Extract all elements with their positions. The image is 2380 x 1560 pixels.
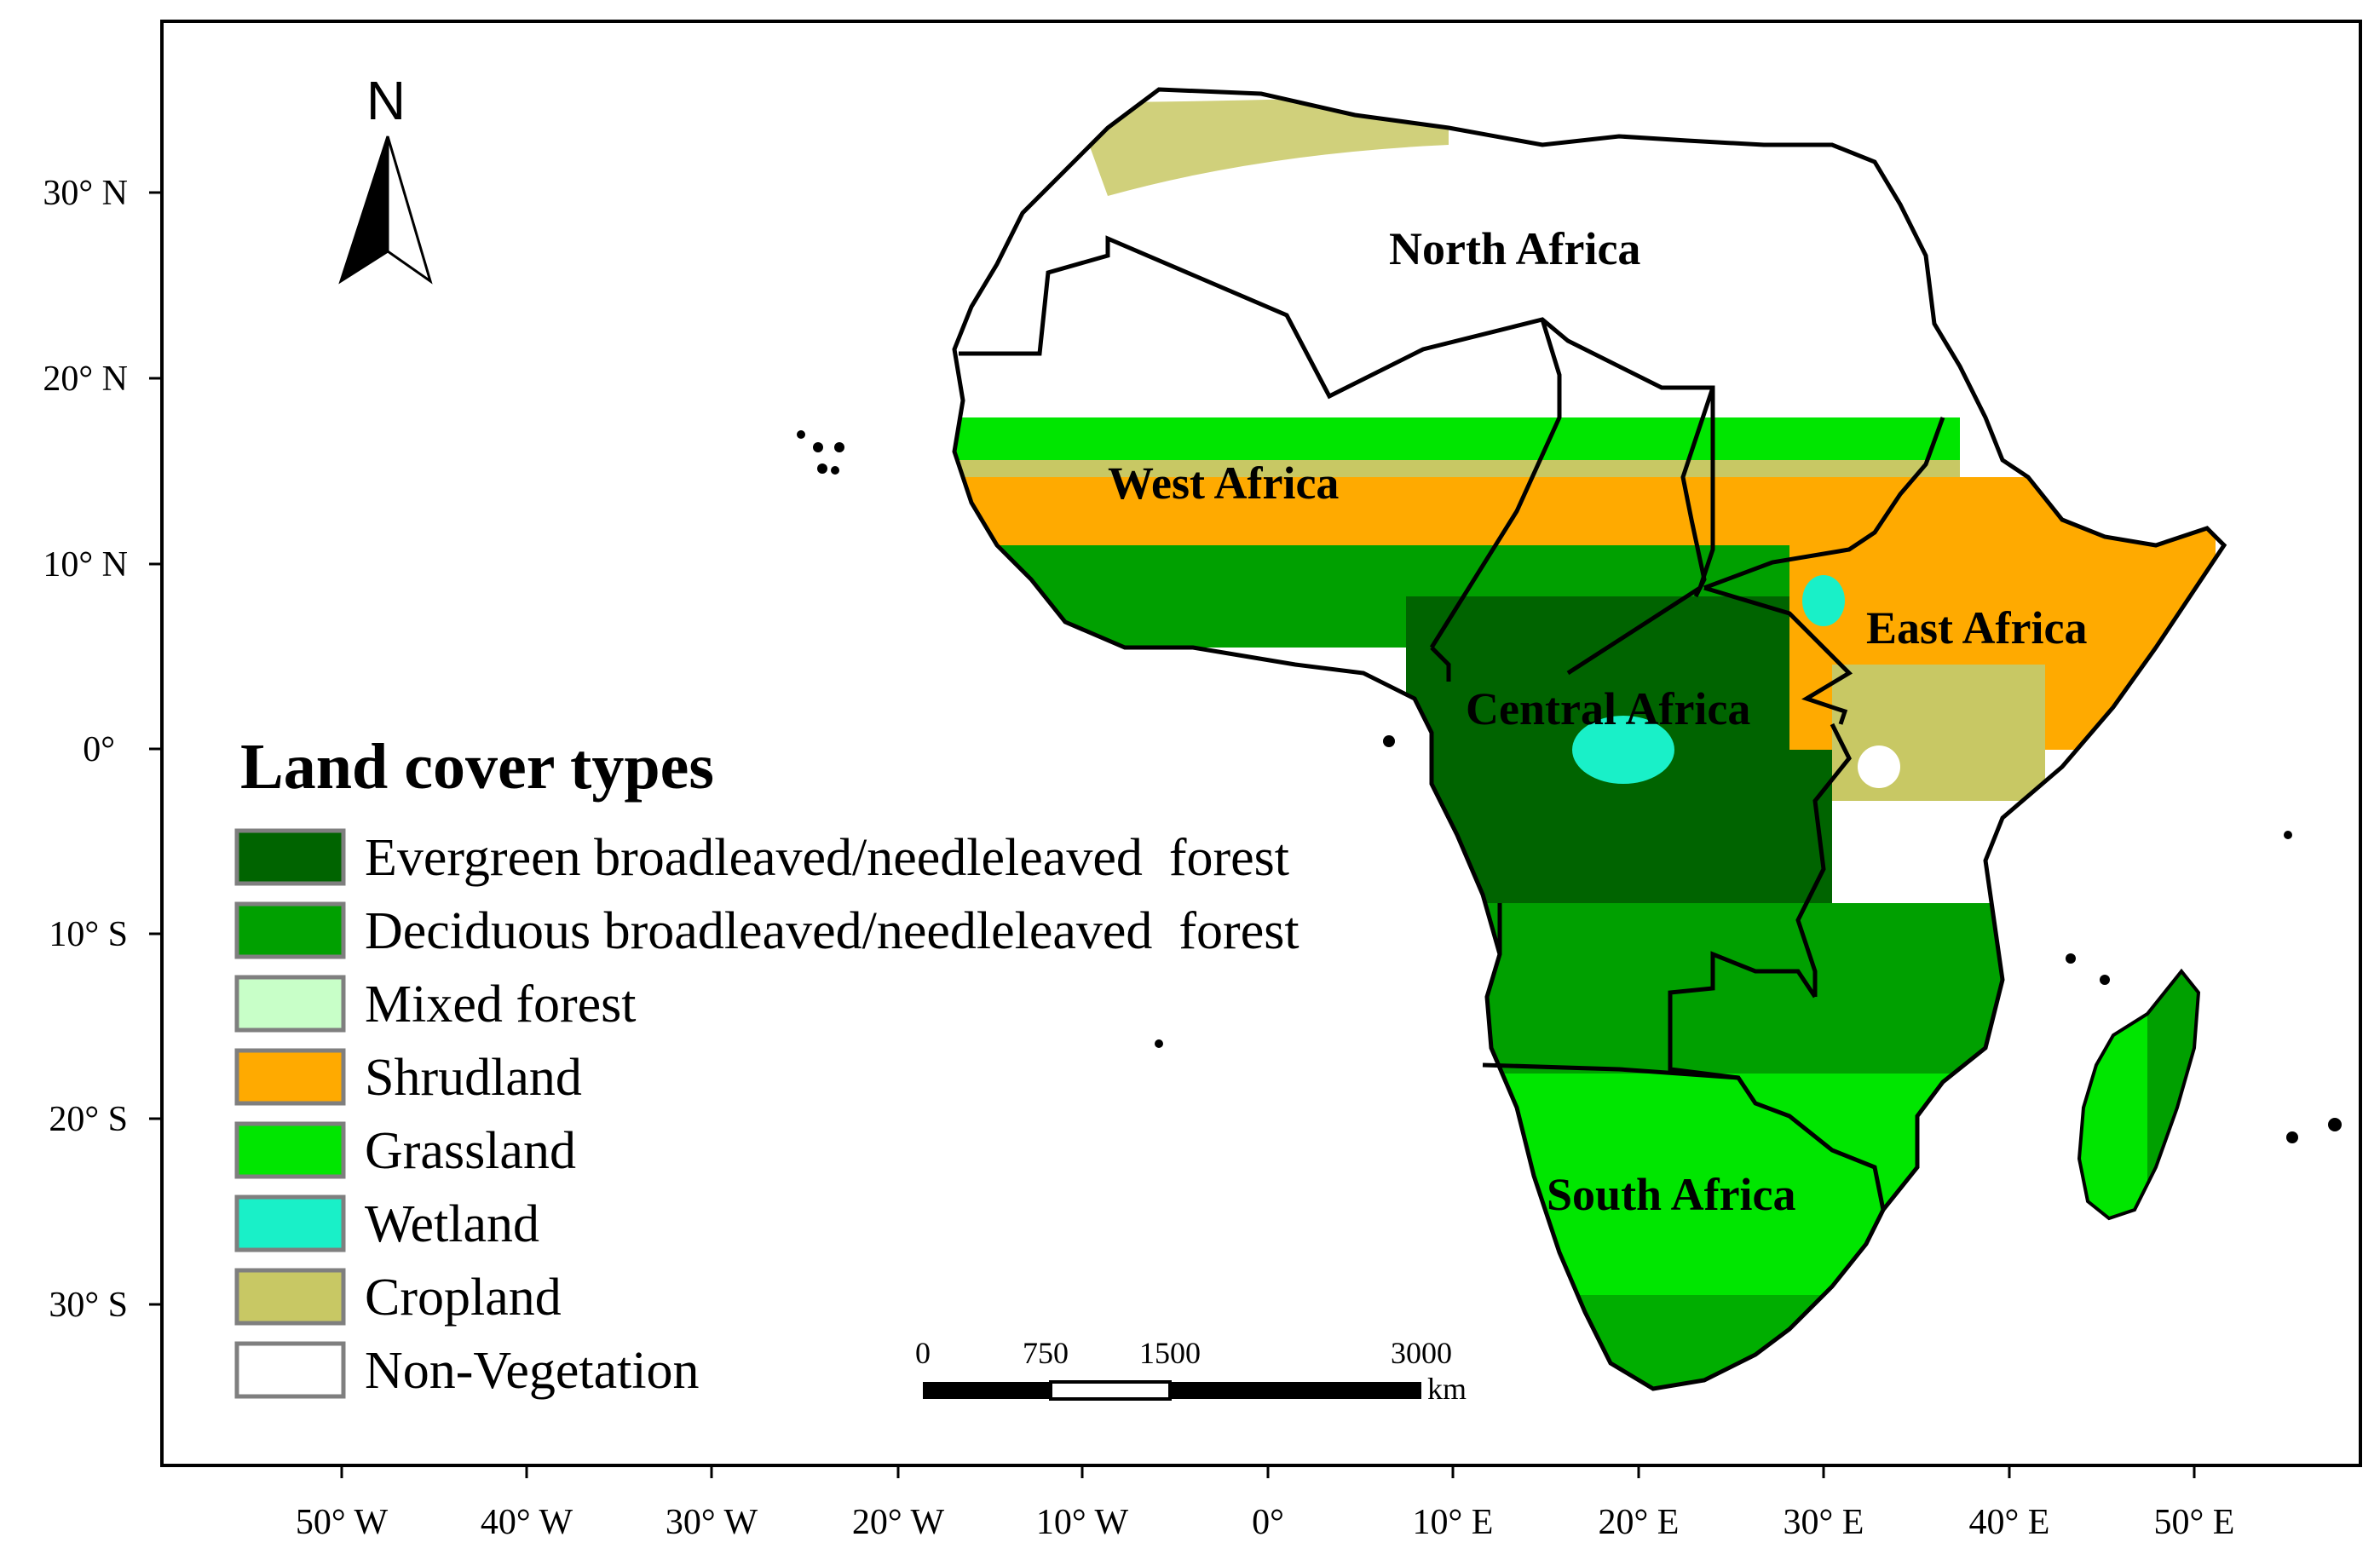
- x-tick-label: 10° E: [1413, 1503, 1494, 1542]
- legend-label: Shrudland: [365, 1049, 582, 1107]
- scale-tick-label: 1500: [1139, 1336, 1201, 1370]
- legend-swatch: [234, 975, 346, 1033]
- region-labels: North Africa West Africa East Africa Cen…: [1108, 223, 2087, 1220]
- region-label-west-africa: West Africa: [1108, 458, 1339, 509]
- scale-tick-label: 3000: [1391, 1336, 1452, 1370]
- legend-swatch: [234, 1048, 346, 1106]
- legend-swatch: [234, 828, 346, 886]
- scale-tick-label: 0: [915, 1336, 931, 1370]
- y-axis-labels: 30° N 20° N 10° N 0° 10° S 20° S 30° S: [43, 174, 128, 1325]
- legend-label: Deciduous broadleaved/needleleaved fores…: [365, 902, 1299, 960]
- x-tick-label: 40° W: [481, 1503, 573, 1542]
- legend-swatch: [234, 901, 346, 959]
- legend-label: Wetland: [365, 1195, 539, 1253]
- north-arrow: N: [338, 70, 433, 285]
- region-label-central-africa: Central Africa: [1466, 683, 1750, 734]
- legend-label: Mixed forest: [365, 976, 637, 1033]
- scale-tick-label: 750: [1023, 1336, 1069, 1370]
- x-tick-label: 0°: [1252, 1503, 1284, 1542]
- x-tick-label: 20° E: [1599, 1503, 1680, 1542]
- x-axis-labels: 50° W 40° W 30° W 20° W 10° W 0° 10° E 2…: [296, 1503, 2235, 1542]
- legend-label: Cropland: [365, 1269, 562, 1327]
- legend-label: Evergreen broadleaved/needleleaved fores…: [365, 829, 1289, 887]
- legend-swatch: [234, 1341, 346, 1399]
- north-label: N: [366, 70, 406, 131]
- x-tick-label: 20° W: [852, 1503, 945, 1542]
- y-tick-label: 0°: [83, 730, 115, 769]
- y-tick-label: 10° S: [49, 915, 128, 954]
- region-label-east-africa: East Africa: [1866, 602, 2087, 653]
- x-tick-label: 50° E: [2154, 1503, 2235, 1542]
- x-tick-label: 10° W: [1036, 1503, 1129, 1542]
- legend: Land cover types Evergreen broadleaved/n…: [234, 731, 1299, 1400]
- north-arrow-icon: [338, 135, 433, 285]
- y-tick-label: 20° N: [43, 360, 128, 399]
- scale-bar: 0 750 1500 3000 km: [915, 1336, 1467, 1406]
- islands: [797, 430, 2342, 1143]
- legend-swatch: [234, 1121, 346, 1179]
- y-tick-label: 10° N: [43, 545, 128, 584]
- legend-title: Land cover types: [240, 731, 714, 803]
- legend-label: Grassland: [365, 1122, 576, 1180]
- x-tick-label: 50° W: [296, 1503, 389, 1542]
- x-tick-label: 40° E: [1969, 1503, 2050, 1542]
- legend-label: Non-Vegetation: [365, 1342, 700, 1400]
- legend-swatch: [234, 1268, 346, 1326]
- axis-ticks: [149, 191, 2196, 1478]
- legend-swatch: [234, 1194, 346, 1252]
- region-label-south-africa: South Africa: [1547, 1169, 1796, 1220]
- scale-unit: km: [1427, 1372, 1467, 1406]
- x-tick-label: 30° E: [1784, 1503, 1864, 1542]
- region-borders: [959, 235, 1945, 1211]
- y-tick-label: 20° S: [49, 1100, 128, 1139]
- x-tick-label: 30° W: [666, 1503, 758, 1542]
- y-tick-label: 30° S: [49, 1286, 128, 1325]
- region-label-north-africa: North Africa: [1389, 223, 1640, 274]
- y-tick-label: 30° N: [43, 174, 128, 213]
